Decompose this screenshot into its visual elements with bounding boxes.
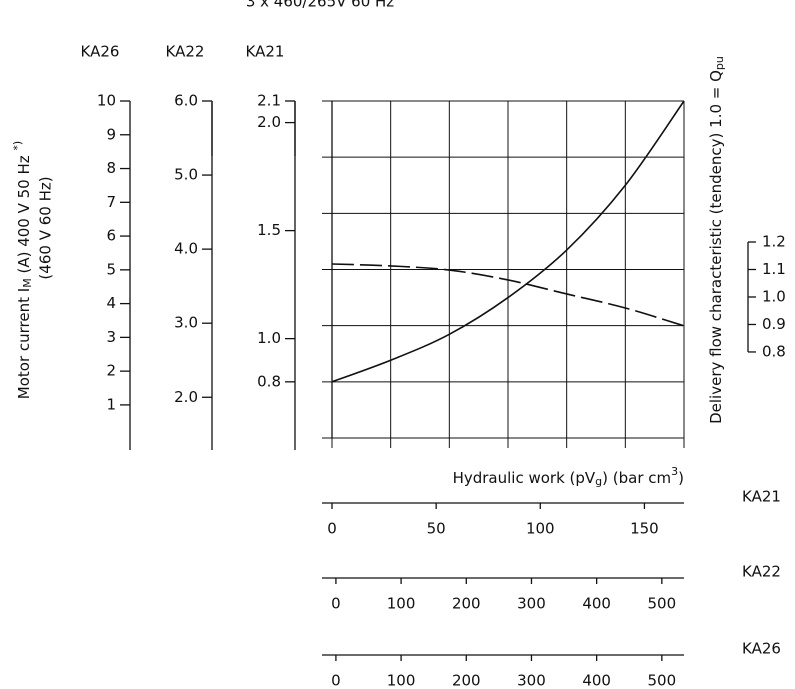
y-axis-label-2: (460 V 60 Hz) (37, 176, 55, 279)
y-tick-label: 2.0 (174, 388, 198, 406)
y2-tick-label: 1.0 (762, 287, 786, 305)
y2-label-sub: pu (713, 56, 726, 70)
y-label-sup: *) (11, 141, 24, 151)
y-axis-label: Motor current IM (A) 400 V 50 Hz *) (11, 141, 34, 399)
x-tick-label: 150 (630, 520, 659, 538)
y-tick-label: 3 (106, 328, 116, 346)
y2-axis-label: Delivery flow characteristic (tendency) … (707, 56, 727, 424)
x-tick-label: 100 (387, 672, 416, 689)
x-tick-label: 300 (517, 595, 546, 613)
y2-tick-label: 1.2 (762, 233, 786, 251)
y-tick-label: 4 (106, 294, 116, 312)
x-tick-label: 100 (526, 520, 555, 538)
x-label-part: ) (678, 469, 684, 487)
axis-name: KA22 (742, 563, 781, 581)
y-tick-label: 1 (106, 395, 116, 413)
y-tick-label: 8 (106, 159, 116, 177)
y-tick-label: 2.0 (257, 113, 281, 131)
y-tick-label: 5.0 (174, 166, 198, 184)
x-tick-label: 500 (648, 595, 677, 613)
y-label-sub: M (21, 278, 34, 288)
y-tick-label: 7 (106, 193, 116, 211)
x-axis-label: Hydraulic work (pVg) (bar cm3) (453, 465, 684, 488)
y-tick-label: 5 (106, 260, 116, 278)
series-line (331, 100, 685, 383)
x-tick-label: 400 (582, 595, 611, 613)
axis-name: KA26 (81, 43, 120, 61)
y2-tick-label: 0.8 (762, 342, 786, 360)
axis-name: KA26 (742, 640, 781, 658)
y-tick-label: 0.8 (257, 372, 281, 390)
y2-tick-label: 0.9 (762, 315, 786, 333)
x-tick-label: 200 (452, 595, 481, 613)
x-label-sup: 3 (671, 465, 678, 478)
x-label-part: ) (bar cm (602, 469, 671, 487)
y-tick-label: 1.5 (257, 221, 281, 239)
y2-label-part: Delivery flow characteristic (tendency) … (707, 70, 725, 424)
y-tick-label: 2 (106, 362, 116, 380)
y-tick-label: 1.0 (257, 329, 281, 347)
x-label-sub: g (595, 475, 602, 488)
x-tick-label: 200 (452, 672, 481, 689)
y-tick-label: 4.0 (174, 240, 198, 258)
y-tick-label: 10 (97, 92, 116, 110)
x-tick-label: 500 (648, 672, 677, 689)
y-tick-label: 2.1 (257, 92, 281, 110)
y-tick-label: 9 (106, 125, 116, 143)
chart-title: 3 x 460/265V 60 Hz (246, 0, 394, 11)
axis-name: KA22 (166, 43, 205, 61)
x-tick-label: 300 (517, 672, 546, 689)
y-tick-label: 3.0 (174, 314, 198, 332)
x-tick-label: 50 (427, 520, 446, 538)
y-label-part: Motor current I (15, 288, 33, 399)
x-tick-label: 400 (582, 672, 611, 689)
x-tick-label: 0 (331, 672, 341, 689)
axis-name: KA21 (246, 43, 285, 61)
x-tick-label: 0 (327, 520, 337, 538)
x-label-part: Hydraulic work (pV (453, 469, 596, 487)
y-label-part: (A) 400 V 50 Hz (15, 151, 33, 279)
x-tick-label: 0 (331, 595, 341, 613)
axis-name: KA21 (742, 488, 781, 506)
x-tick-label: 100 (387, 595, 416, 613)
y2-tick-label: 1.1 (762, 260, 786, 278)
y-tick-label: 6.0 (174, 92, 198, 110)
series-line (331, 263, 685, 327)
y-tick-label: 6 (106, 227, 116, 245)
